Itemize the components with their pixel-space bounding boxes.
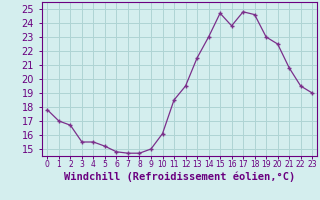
X-axis label: Windchill (Refroidissement éolien,°C): Windchill (Refroidissement éolien,°C) xyxy=(64,172,295,182)
